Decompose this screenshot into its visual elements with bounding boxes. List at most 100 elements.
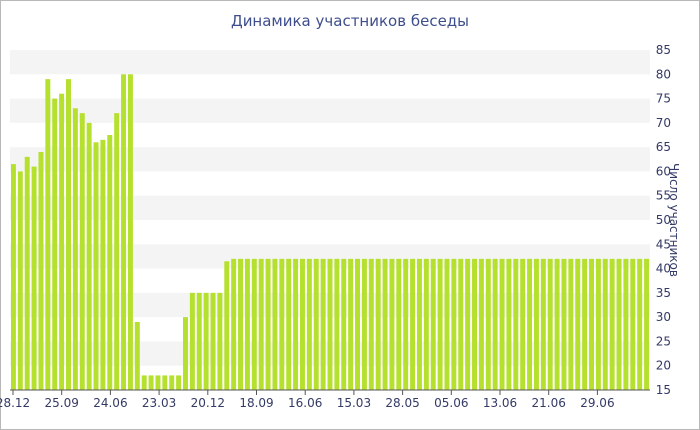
x-tick-label: 25.09 <box>45 396 79 410</box>
y-axis-ticks: 15 20 25 30 35 40 45 50 55 60 65 70 75 80 85 <box>656 43 671 397</box>
bar <box>368 258 374 390</box>
grid-band <box>10 50 650 75</box>
bar <box>630 258 636 390</box>
bar <box>458 258 464 390</box>
bar <box>527 258 533 390</box>
bar <box>623 258 629 390</box>
bar <box>238 258 244 390</box>
x-axis-ticks: 28.12 25.09 24.06 23.03 20.12 18.09 16.06 15.03… <box>0 390 615 410</box>
bar <box>299 258 305 390</box>
bar <box>348 258 354 390</box>
bar <box>396 258 402 390</box>
bar <box>72 108 78 391</box>
bar <box>437 258 443 390</box>
bar <box>251 258 257 390</box>
bar <box>499 258 505 390</box>
x-tick-label: 28.12 <box>0 396 30 410</box>
bar <box>231 258 237 390</box>
bar <box>66 79 71 391</box>
bar <box>465 258 471 390</box>
bar <box>134 322 140 390</box>
y-tick-label: 25 <box>656 334 671 348</box>
x-tick-label: 21.06 <box>532 396 566 410</box>
bars <box>10 74 650 391</box>
bar <box>313 258 319 390</box>
x-tick-label: 18.09 <box>239 396 273 410</box>
bar <box>554 258 560 390</box>
bar <box>513 258 519 390</box>
bar <box>644 258 650 390</box>
bar <box>203 292 209 390</box>
bar <box>121 74 127 391</box>
bar <box>86 122 92 390</box>
bar <box>265 258 271 390</box>
bar <box>568 258 574 390</box>
grid-band <box>10 195 650 220</box>
bar <box>637 258 643 390</box>
bar <box>31 166 37 390</box>
bar <box>59 93 65 390</box>
y-tick-label: 35 <box>656 286 671 300</box>
bar <box>217 292 223 390</box>
bar <box>382 258 388 390</box>
bar <box>162 375 168 390</box>
y-tick-label: 55 <box>656 189 671 203</box>
bar <box>375 258 381 390</box>
bar <box>293 258 299 390</box>
grid-band <box>10 98 650 123</box>
x-tick-label: 20.12 <box>191 396 225 410</box>
bar <box>327 258 333 390</box>
chart-title: Динамика участников беседы <box>230 12 470 30</box>
y-tick-label: 85 <box>656 43 671 57</box>
bar <box>148 375 154 390</box>
bar <box>451 258 457 390</box>
bar <box>595 258 601 390</box>
bar <box>183 317 188 390</box>
x-tick-label: 13.06 <box>483 396 517 410</box>
bar <box>533 258 539 390</box>
bar <box>589 258 594 390</box>
bar <box>520 258 526 390</box>
x-tick-label: 28.05 <box>385 396 419 410</box>
bar <box>196 292 202 390</box>
bar <box>410 258 416 390</box>
bar <box>141 375 147 390</box>
x-tick-label: 23.03 <box>142 396 176 410</box>
bar <box>423 258 429 390</box>
bar <box>93 142 99 390</box>
y-tick-label: 40 <box>656 262 671 276</box>
bar <box>224 261 230 390</box>
bar <box>478 258 484 390</box>
bar <box>244 258 250 390</box>
bar <box>17 171 23 390</box>
bar <box>10 164 16 390</box>
bar <box>444 258 450 390</box>
x-tick-label: 05.06 <box>434 396 468 410</box>
bar <box>169 375 175 390</box>
bar <box>176 375 182 390</box>
bar <box>355 258 361 390</box>
bar <box>602 258 608 390</box>
bar <box>334 258 340 390</box>
bar <box>485 258 491 390</box>
bar <box>361 258 367 390</box>
bar <box>506 258 512 390</box>
bar <box>114 113 120 391</box>
bar <box>272 258 278 390</box>
bar <box>389 258 395 390</box>
bar <box>616 258 622 390</box>
bar <box>210 292 216 390</box>
bar <box>582 258 588 390</box>
x-tick-label: 15.03 <box>337 396 371 410</box>
y-tick-label: 20 <box>656 359 671 373</box>
bar <box>472 258 477 390</box>
bar <box>79 113 85 391</box>
bar <box>492 258 498 390</box>
bar <box>258 258 264 390</box>
bar <box>45 79 51 391</box>
y-tick-label: 30 <box>656 310 671 324</box>
y-tick-label: 80 <box>656 67 671 81</box>
bar <box>540 258 546 390</box>
bar <box>430 258 436 390</box>
